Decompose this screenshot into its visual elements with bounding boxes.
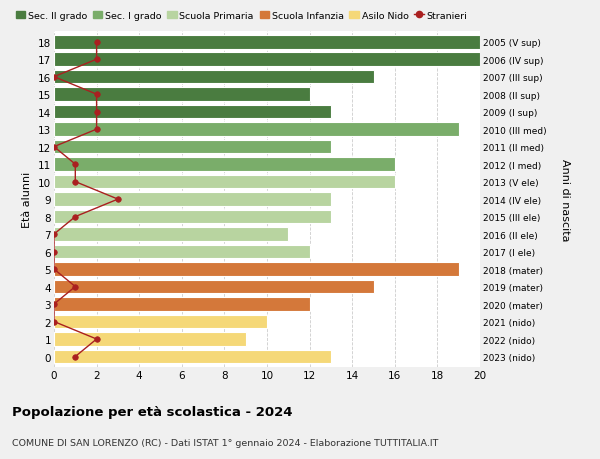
Bar — [54, 210, 331, 224]
Bar — [54, 71, 373, 84]
Bar — [54, 158, 395, 172]
Bar — [54, 140, 331, 154]
Bar — [54, 245, 310, 259]
Bar — [54, 263, 459, 276]
Bar — [54, 88, 310, 102]
Y-axis label: Anni di nascita: Anni di nascita — [560, 158, 570, 241]
Bar — [54, 315, 267, 329]
Y-axis label: Età alunni: Età alunni — [22, 172, 32, 228]
Bar — [54, 36, 480, 50]
Legend: Sec. II grado, Sec. I grado, Scuola Primaria, Scuola Infanzia, Asilo Nido, Stran: Sec. II grado, Sec. I grado, Scuola Prim… — [16, 12, 467, 21]
Bar — [54, 332, 246, 346]
Bar — [54, 123, 459, 137]
Bar — [54, 193, 331, 207]
Bar — [54, 297, 310, 311]
Text: Popolazione per età scolastica - 2024: Popolazione per età scolastica - 2024 — [12, 405, 293, 419]
Bar — [54, 175, 395, 189]
Bar — [54, 53, 480, 67]
Bar — [54, 350, 331, 364]
Bar — [54, 106, 331, 119]
Bar — [54, 280, 373, 294]
Bar — [54, 228, 289, 241]
Text: COMUNE DI SAN LORENZO (RC) - Dati ISTAT 1° gennaio 2024 - Elaborazione TUTTITALI: COMUNE DI SAN LORENZO (RC) - Dati ISTAT … — [12, 438, 439, 447]
